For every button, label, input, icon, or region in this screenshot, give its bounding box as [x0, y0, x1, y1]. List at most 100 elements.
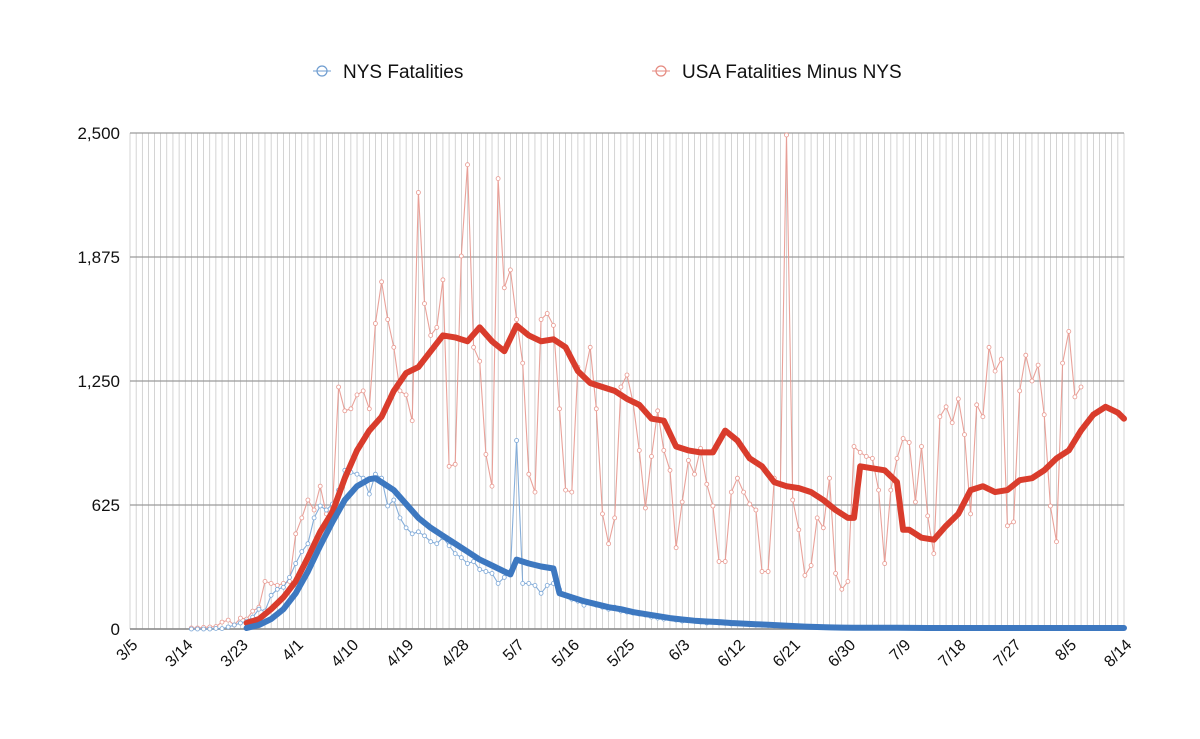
data-point-usa-fatalities-minus-nys	[569, 489, 575, 495]
data-point-usa-fatalities-minus-nys	[422, 301, 427, 307]
data-point-usa-fatalities-minus-nys	[526, 471, 532, 477]
grid-horizontal-lines	[130, 132, 1124, 630]
data-point-usa-fatalities-minus-nys	[225, 617, 231, 623]
data-point-usa-fatalities-minus-nys	[219, 619, 225, 625]
data-point-nys-fatalities	[458, 555, 464, 560]
data-point-usa-fatalities-minus-nys	[925, 513, 931, 519]
data-point-nys-fatalities	[409, 531, 415, 537]
data-point-usa-fatalities-minus-nys	[716, 559, 722, 564]
data-point-usa-fatalities-minus-nys	[722, 559, 728, 564]
data-point-usa-fatalities-minus-nys	[980, 414, 986, 420]
data-point-nys-fatalities	[385, 503, 391, 509]
series-line-usa-fatalities-minus-nys	[190, 134, 1082, 629]
legend: NYS Fatalities USA Fatalities Minus NYS	[313, 62, 902, 83]
data-point-nys-fatalities	[237, 620, 243, 626]
data-point-usa-fatalities-minus-nys	[1035, 362, 1041, 368]
data-point-usa-fatalities-minus-nys	[741, 489, 746, 495]
data-point-nys-fatalities	[219, 626, 225, 631]
x-tick-label: 5/16	[549, 637, 583, 671]
x-tick-label: 4/10	[328, 637, 362, 671]
data-point-usa-fatalities-minus-nys	[636, 447, 642, 453]
data-point-usa-fatalities-minus-nys	[913, 499, 918, 505]
x-tick-label: 8/14	[1101, 637, 1135, 671]
x-tick-label: 3/23	[218, 637, 252, 671]
data-point-usa-fatalities-minus-nys	[593, 406, 599, 412]
data-point-usa-fatalities-minus-nys	[501, 285, 507, 291]
data-point-usa-fatalities-minus-nys	[262, 579, 268, 584]
data-point-usa-fatalities-minus-nys	[649, 453, 654, 459]
data-point-nys-fatalities	[299, 549, 305, 554]
data-point-usa-fatalities-minus-nys	[759, 569, 765, 574]
x-tick-label: 6/30	[825, 637, 859, 671]
data-point-nys-fatalities	[489, 571, 495, 576]
data-point-nys-fatalities	[323, 507, 329, 513]
data-point-usa-fatalities-minus-nys	[336, 384, 342, 390]
x-axis-ticks: 3/5 3/14 3/23 4/1 4/10 4/19 4/28 5/7 5/16 5/25 6/3…	[114, 637, 1136, 671]
data-point-usa-fatalities-minus-nys	[974, 402, 980, 408]
data-point-usa-fatalities-minus-nys	[366, 406, 372, 412]
x-tick-label: 5/25	[604, 637, 638, 671]
data-point-usa-fatalities-minus-nys	[606, 541, 611, 547]
data-point-usa-fatalities-minus-nys	[612, 515, 618, 521]
data-point-usa-fatalities-minus-nys	[937, 414, 943, 420]
data-point-usa-fatalities-minus-nys	[1023, 352, 1029, 358]
data-point-nys-fatalities	[422, 533, 427, 539]
data-point-usa-fatalities-minus-nys	[1072, 394, 1078, 400]
data-point-usa-fatalities-minus-nys	[747, 501, 753, 507]
legend-label-usa: USA Fatalities Minus NYS	[682, 62, 902, 83]
data-point-nys-fatalities	[520, 581, 526, 586]
data-point-usa-fatalities-minus-nys	[753, 507, 759, 513]
data-point-nys-fatalities	[403, 525, 409, 531]
data-point-usa-fatalities-minus-nys	[587, 344, 593, 350]
y-tick-label: 2,500	[77, 124, 120, 143]
x-tick-label: 6/12	[715, 637, 749, 671]
data-point-usa-fatalities-minus-nys	[643, 505, 648, 511]
data-point-usa-fatalities-minus-nys	[1048, 503, 1053, 509]
data-point-usa-fatalities-minus-nys	[728, 489, 734, 495]
data-point-usa-fatalities-minus-nys	[1041, 412, 1047, 418]
data-point-usa-fatalities-minus-nys	[962, 432, 967, 438]
data-point-usa-fatalities-minus-nys	[784, 132, 789, 138]
x-tick-label: 3/14	[162, 637, 196, 671]
data-point-usa-fatalities-minus-nys	[661, 447, 667, 453]
data-point-nys-fatalities	[274, 586, 280, 592]
data-point-nys-fatalities	[225, 624, 231, 630]
data-point-usa-fatalities-minus-nys	[557, 406, 562, 412]
data-point-usa-fatalities-minus-nys	[888, 487, 894, 493]
data-point-usa-fatalities-minus-nys	[274, 583, 280, 588]
data-point-usa-fatalities-minus-nys	[968, 511, 973, 517]
data-point-usa-fatalities-minus-nys	[489, 483, 495, 489]
data-point-usa-fatalities-minus-nys	[876, 487, 881, 493]
data-point-usa-fatalities-minus-nys	[299, 515, 305, 521]
data-point-nys-fatalities	[532, 583, 538, 588]
x-tick-label: 6/21	[770, 637, 804, 671]
data-point-usa-fatalities-minus-nys	[305, 497, 311, 503]
data-point-usa-fatalities-minus-nys	[600, 511, 605, 517]
data-point-nys-fatalities	[434, 541, 440, 547]
data-point-nys-fatalities	[544, 583, 550, 588]
data-point-usa-fatalities-minus-nys	[673, 545, 679, 551]
data-point-usa-fatalities-minus-nys	[293, 531, 299, 537]
data-point-usa-fatalities-minus-nys	[563, 487, 568, 493]
data-point-nys-fatalities	[428, 539, 434, 545]
data-point-usa-fatalities-minus-nys	[483, 451, 489, 457]
data-point-usa-fatalities-minus-nys	[1066, 328, 1072, 334]
data-point-usa-fatalities-minus-nys	[311, 507, 317, 513]
data-point-nys-fatalities	[465, 561, 470, 566]
data-point-usa-fatalities-minus-nys	[931, 551, 937, 556]
x-tick-label: 4/19	[383, 637, 417, 671]
y-tick-label: 0	[111, 620, 120, 639]
data-point-usa-fatalities-minus-nys	[679, 499, 685, 505]
data-point-nys-fatalities	[391, 497, 397, 503]
data-point-usa-fatalities-minus-nys	[1029, 378, 1035, 384]
data-point-usa-fatalities-minus-nys	[348, 406, 354, 412]
data-point-nys-fatalities	[471, 559, 477, 564]
data-point-usa-fatalities-minus-nys	[845, 579, 851, 584]
data-point-usa-fatalities-minus-nys	[814, 515, 820, 521]
data-point-nys-fatalities	[256, 606, 262, 612]
data-point-nys-fatalities	[213, 626, 219, 631]
data-point-nys-fatalities	[268, 592, 274, 598]
data-point-nys-fatalities	[293, 561, 299, 566]
data-point-usa-fatalities-minus-nys	[998, 356, 1004, 362]
